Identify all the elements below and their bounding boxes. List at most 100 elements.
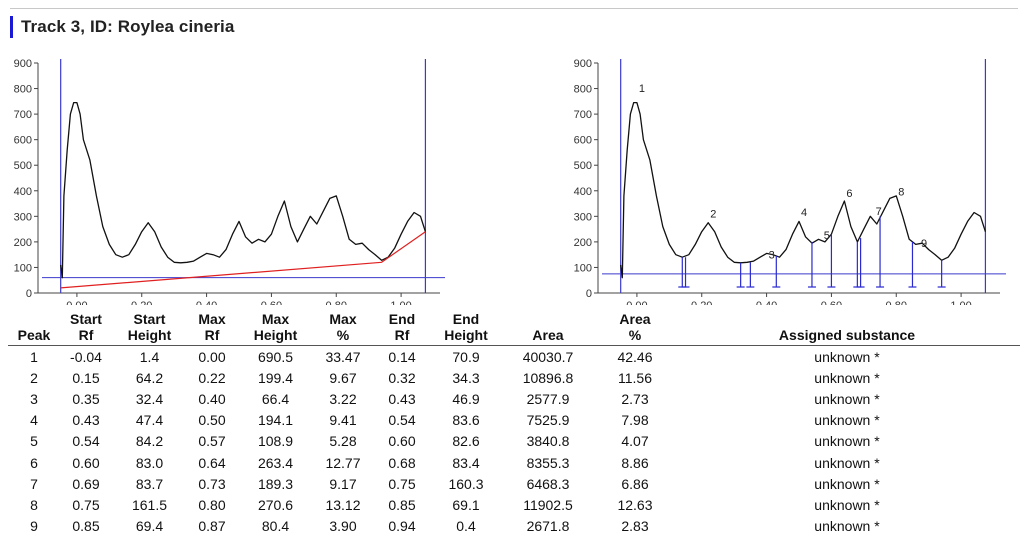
table-cell: 5.28 [329,433,357,450]
table-cell: 0.73 [198,475,226,492]
column-header-line1: Area [619,311,651,327]
table-cell: 64.2 [135,369,164,386]
table-cell: 6468.3 [526,475,570,492]
x-tick-label: 0.80 [886,300,907,305]
table-cell: 690.5 [257,348,294,365]
table-cell: 12.77 [325,454,361,471]
table-row: 4 0.43 47.4 0.50 194.1 9.41 0.54 83.6 7525.9 7.98… [8,410,1020,431]
table-cell: 11902.5 [523,496,573,513]
y-tick-label: 700 [574,109,592,121]
column-header: End Rf [372,311,432,346]
column-header-line2: Assigned substance [778,327,916,343]
table-cell: unknown * [814,348,880,365]
x-tick-label: 0.60 [261,300,282,305]
table-cell: 33.47 [325,348,361,365]
y-tick-label: 600 [574,135,592,147]
peak-label: 2 [710,208,716,220]
x-tick-label: 0.20 [691,300,712,305]
x-tick-label: 0.60 [821,300,842,305]
column-header-line2: Rf [394,327,410,343]
column-header: Area [500,311,596,346]
table-cell: 4 [30,412,38,429]
table-cell: 47.4 [135,412,164,429]
page-title: Track 3, ID: Roylea cineria [21,17,235,36]
table-cell: 32.4 [135,390,164,407]
table-cell: 2 [30,369,38,386]
peak-label: 7 [876,206,882,218]
table-cell: 3840.8 [526,433,570,450]
table-cell: 263.4 [257,454,294,471]
table-cell: 34.3 [452,369,480,386]
table-cell: 84.2 [135,433,164,450]
column-header-line2: Rf [78,327,94,343]
column-header-line1: Max [261,311,290,327]
baseline-series [60,231,426,289]
table-cell: 83.4 [452,454,480,471]
column-header: Area% [596,311,674,346]
table-cell: 189.3 [257,475,294,492]
table-cell: 69.4 [135,518,164,535]
column-header-line1 [8,311,60,327]
table-cell: unknown * [814,454,880,471]
table-cell: 7 [30,475,38,492]
peak-label: 5 [824,230,830,242]
table-cell: 0.64 [198,454,226,471]
column-header: Start Height [112,311,187,346]
y-tick-label: 0 [586,288,592,300]
column-header: Max% [314,311,372,346]
column-header-line2: Height [127,327,172,343]
x-tick-label: 0.40 [756,300,777,305]
table-cell: 82.6 [452,433,480,450]
table-cell: 80.4 [261,518,290,535]
y-tick-label: 500 [574,160,592,172]
peak-table: Peak Start Rf Start Height Max Rf Max Height Max%… [8,311,1020,537]
table-cell: 2.83 [621,518,649,535]
table-cell: 0.40 [198,390,226,407]
table-cell: 0.75 [388,475,416,492]
table-cell: 0.14 [388,348,416,365]
table-cell: 6 [30,454,38,471]
column-header-line2: Height [253,327,298,343]
y-tick-label: 900 [14,58,32,70]
column-header-line1: Max [198,311,226,327]
table-cell: 9.17 [329,475,357,492]
x-tick-label: 0.20 [131,300,152,305]
table-row: 8 0.75 161.5 0.80 270.6 13.12 0.85 69.1 11902.5 1… [8,494,1020,515]
table-cell: 2577.9 [526,390,570,407]
table-cell: 0.22 [198,369,226,386]
table-cell: 0.54 [72,433,100,450]
table-cell: 66.4 [261,390,290,407]
table-cell: 0.00 [198,348,226,365]
table-cell: 1.4 [139,348,160,365]
table-row: 6 0.60 83.0 0.64 263.4 12.77 0.68 83.4 8355.3 8.8… [8,452,1020,473]
table-cell: unknown * [814,369,880,386]
table-cell: 0.69 [72,475,100,492]
table-cell: 3.22 [329,390,357,407]
column-header-line2: Area [532,327,564,343]
table-cell: unknown * [814,496,880,513]
table-cell: 108.9 [257,433,294,450]
y-tick-label: 200 [574,237,592,249]
column-header-line1: End [388,311,416,327]
table-cell: 8.86 [621,454,649,471]
table-cell: 9.41 [329,412,357,429]
table-cell: 0.35 [72,390,100,407]
column-header: End Height [432,311,500,346]
column-header: Max Rf [187,311,237,346]
table-cell: 161.5 [131,496,168,513]
y-tick-label: 400 [14,186,32,198]
table-cell: 8355.3 [526,454,570,471]
title-bar: Track 3, ID: Roylea cineria [10,14,234,40]
table-cell: 0.85 [388,496,416,513]
table-cell: unknown * [814,518,880,535]
y-tick-label: 200 [14,237,32,249]
table-cell: 9 [30,518,38,535]
y-tick-label: 500 [14,160,32,172]
table-cell: 7525.9 [526,412,570,429]
table-cell: 270.6 [257,496,294,513]
table-cell: 13.12 [325,496,361,513]
y-tick-label: 100 [574,262,592,274]
table-cell: 8 [30,496,38,513]
table-cell: 69.1 [452,496,480,513]
x-tick-label: 0.00 [66,300,87,305]
